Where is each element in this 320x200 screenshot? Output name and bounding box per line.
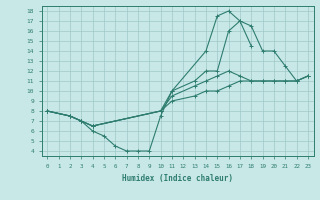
X-axis label: Humidex (Indice chaleur): Humidex (Indice chaleur) xyxy=(122,174,233,183)
